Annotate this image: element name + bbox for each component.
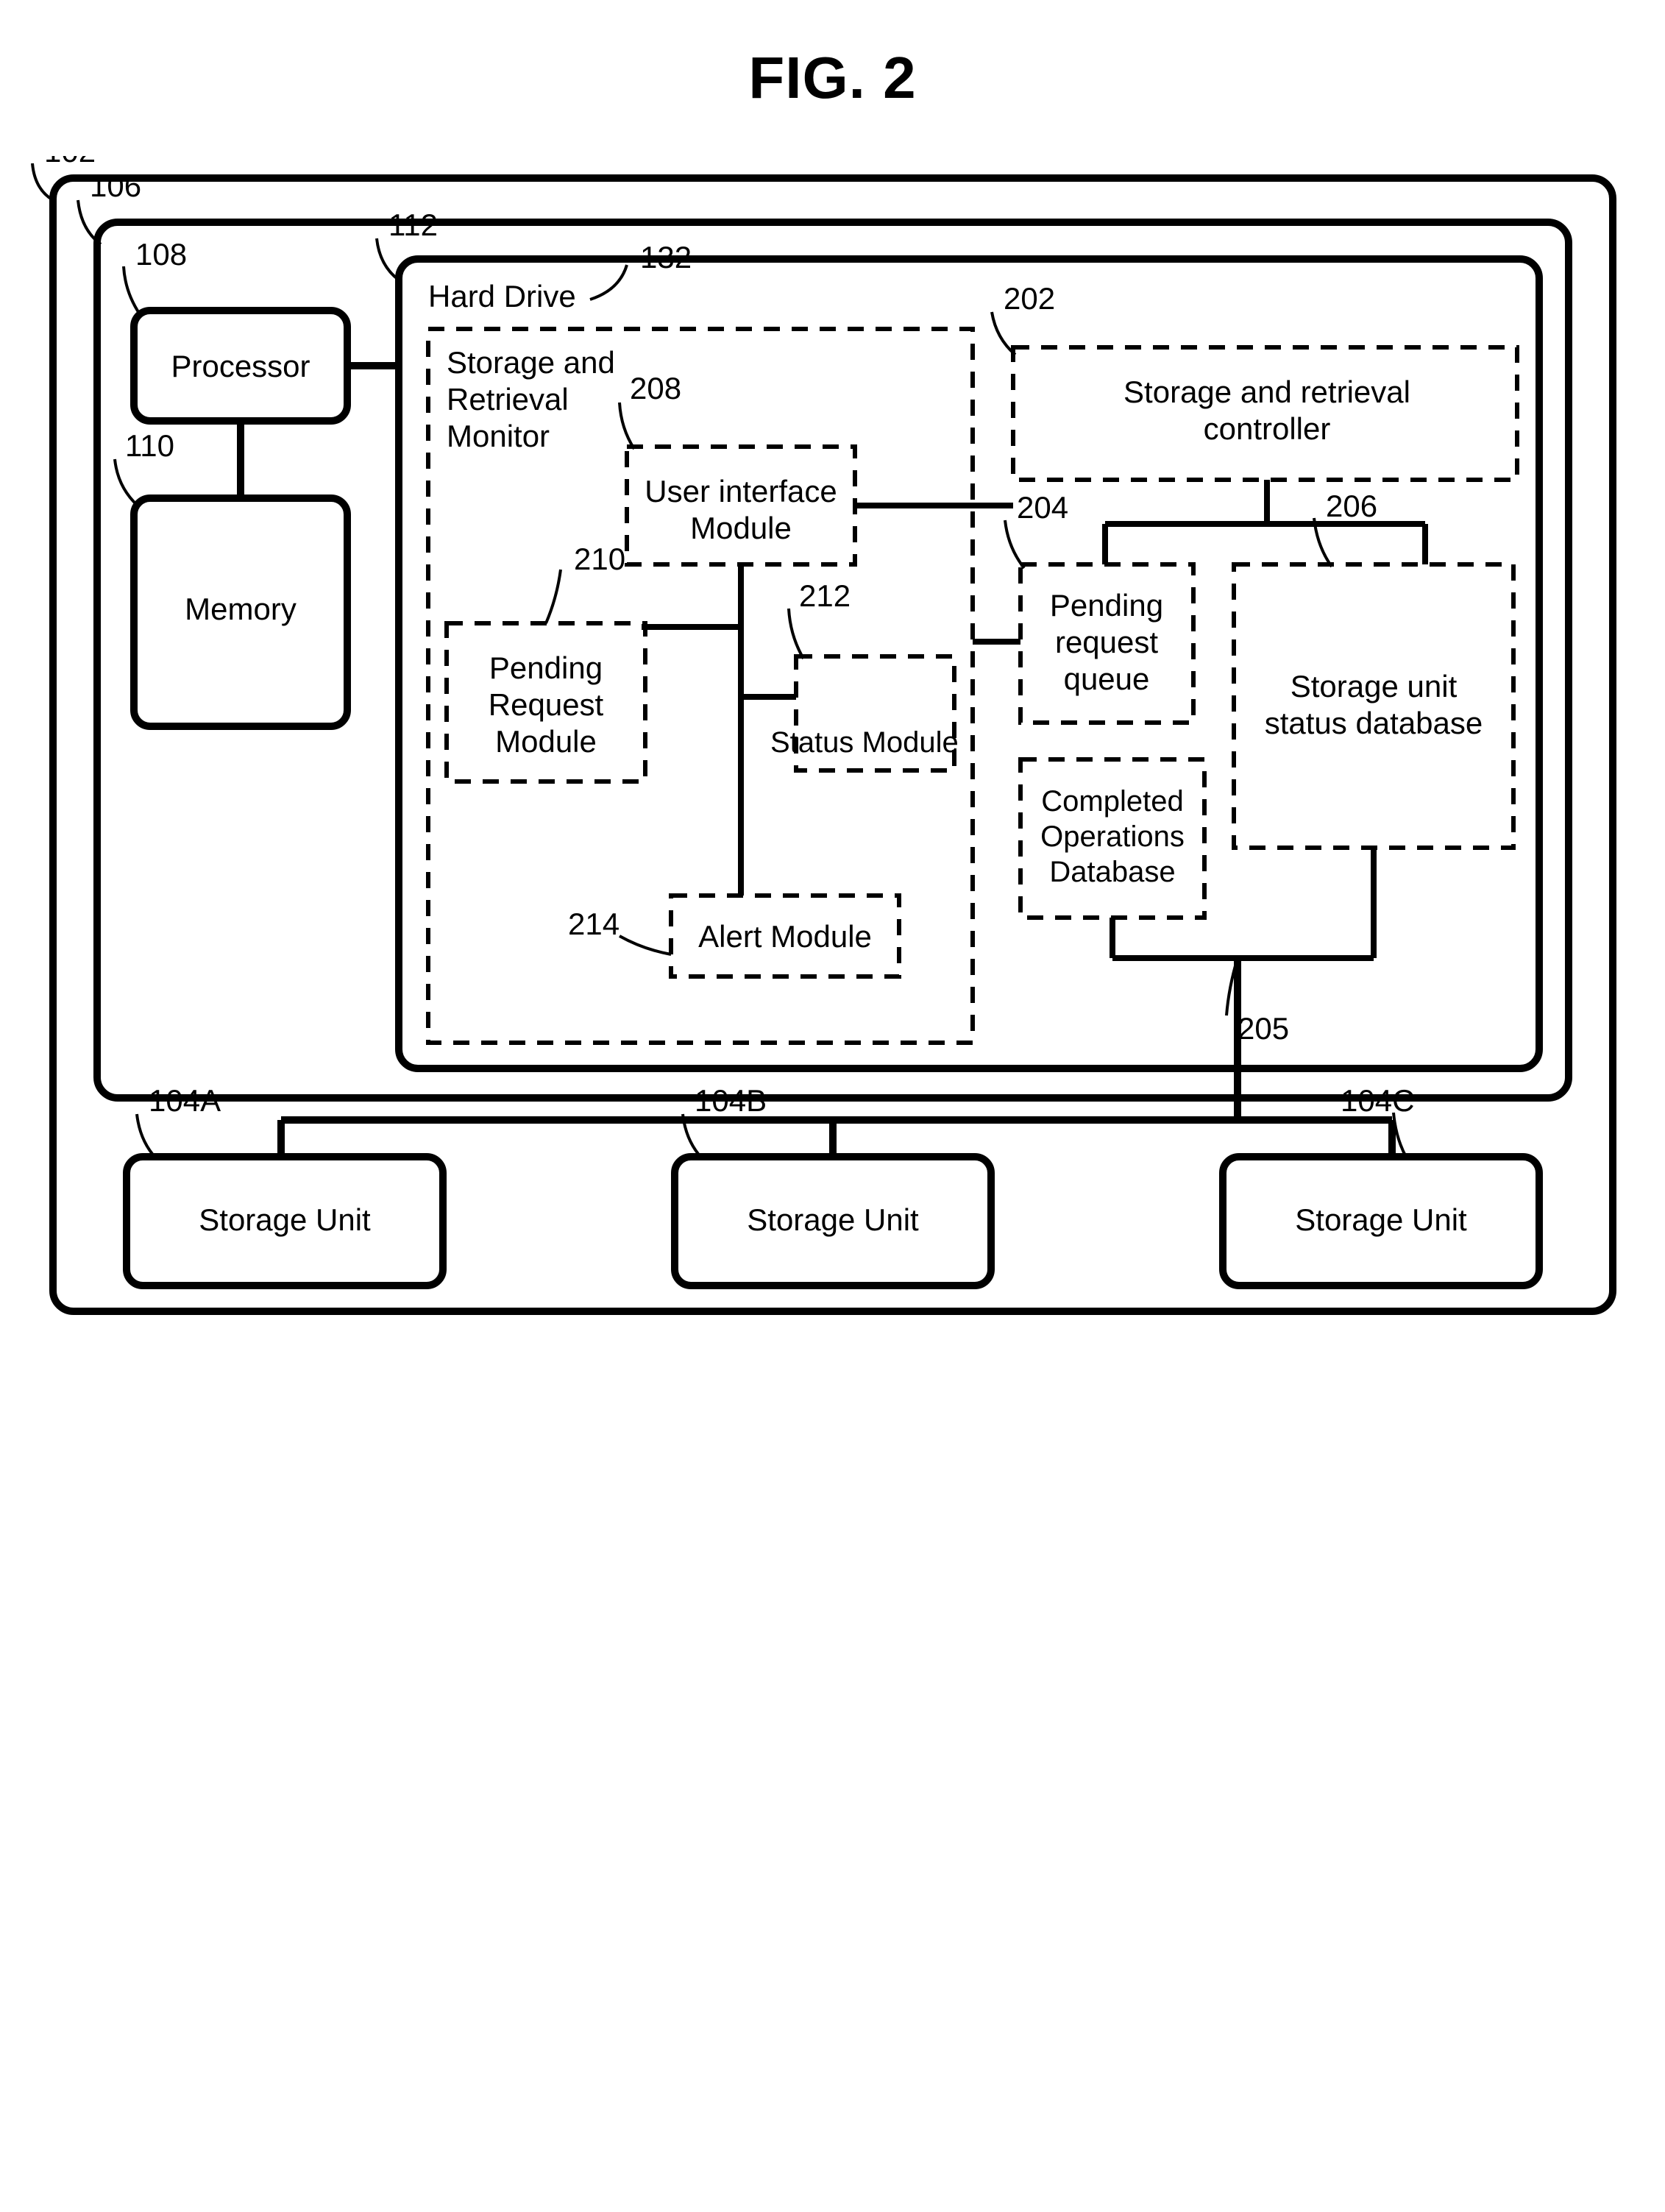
label-ui-module-1: User interface: [645, 474, 837, 508]
label-ui-module-2: Module: [690, 511, 792, 545]
label-104b: 104B: [695, 1083, 767, 1118]
label-104a: 104A: [149, 1083, 221, 1118]
label-status-module: Status Module: [770, 726, 959, 759]
label-src-2: controller: [1203, 411, 1330, 446]
label-memory: Memory: [185, 592, 297, 626]
label-sr-monitor-2: Retrieval: [447, 382, 569, 416]
label-sr-monitor-1: Storage and: [447, 345, 615, 380]
label-202: 202: [1004, 281, 1055, 316]
diagram-svg: 102 106 Processor 108 Memory 110 112 Har…: [31, 156, 1635, 1333]
label-storage-unit-a: Storage Unit: [199, 1202, 371, 1237]
label-cod-1: Completed: [1041, 785, 1183, 818]
label-132: 132: [640, 240, 692, 274]
label-205: 205: [1238, 1011, 1289, 1046]
label-pq-2: request: [1054, 625, 1157, 659]
label-src-1: Storage and retrieval: [1123, 375, 1410, 409]
label-206: 206: [1326, 489, 1377, 523]
label-110: 110: [125, 428, 174, 463]
label-prm-1: Pending: [489, 651, 602, 685]
label-106: 106: [90, 169, 141, 203]
label-sdb-2: status database: [1264, 706, 1483, 740]
label-112: 112: [388, 208, 438, 242]
figure-title: FIG. 2: [748, 44, 916, 112]
label-pq-3: queue: [1063, 662, 1149, 696]
label-sdb-1: Storage unit: [1290, 669, 1457, 703]
label-cod-2: Operations: [1040, 820, 1185, 853]
label-102: 102: [44, 156, 96, 169]
label-212: 212: [799, 578, 851, 613]
label-alert-module: Alert Module: [698, 919, 872, 954]
label-214: 214: [568, 907, 620, 941]
label-pq-1: Pending: [1049, 588, 1162, 623]
label-208: 208: [630, 371, 681, 405]
label-processor: Processor: [171, 349, 310, 383]
label-storage-unit-b: Storage Unit: [747, 1202, 919, 1237]
label-hard-drive: Hard Drive: [428, 279, 576, 313]
label-210: 210: [574, 542, 625, 576]
label-prm-2: Request: [488, 687, 603, 722]
label-204: 204: [1017, 490, 1068, 525]
label-prm-3: Module: [495, 724, 597, 759]
label-108: 108: [135, 237, 187, 272]
label-104c: 104C: [1341, 1083, 1414, 1118]
label-cod-3: Database: [1049, 856, 1175, 888]
label-sr-monitor-3: Monitor: [447, 419, 550, 453]
label-storage-unit-c: Storage Unit: [1295, 1202, 1467, 1237]
